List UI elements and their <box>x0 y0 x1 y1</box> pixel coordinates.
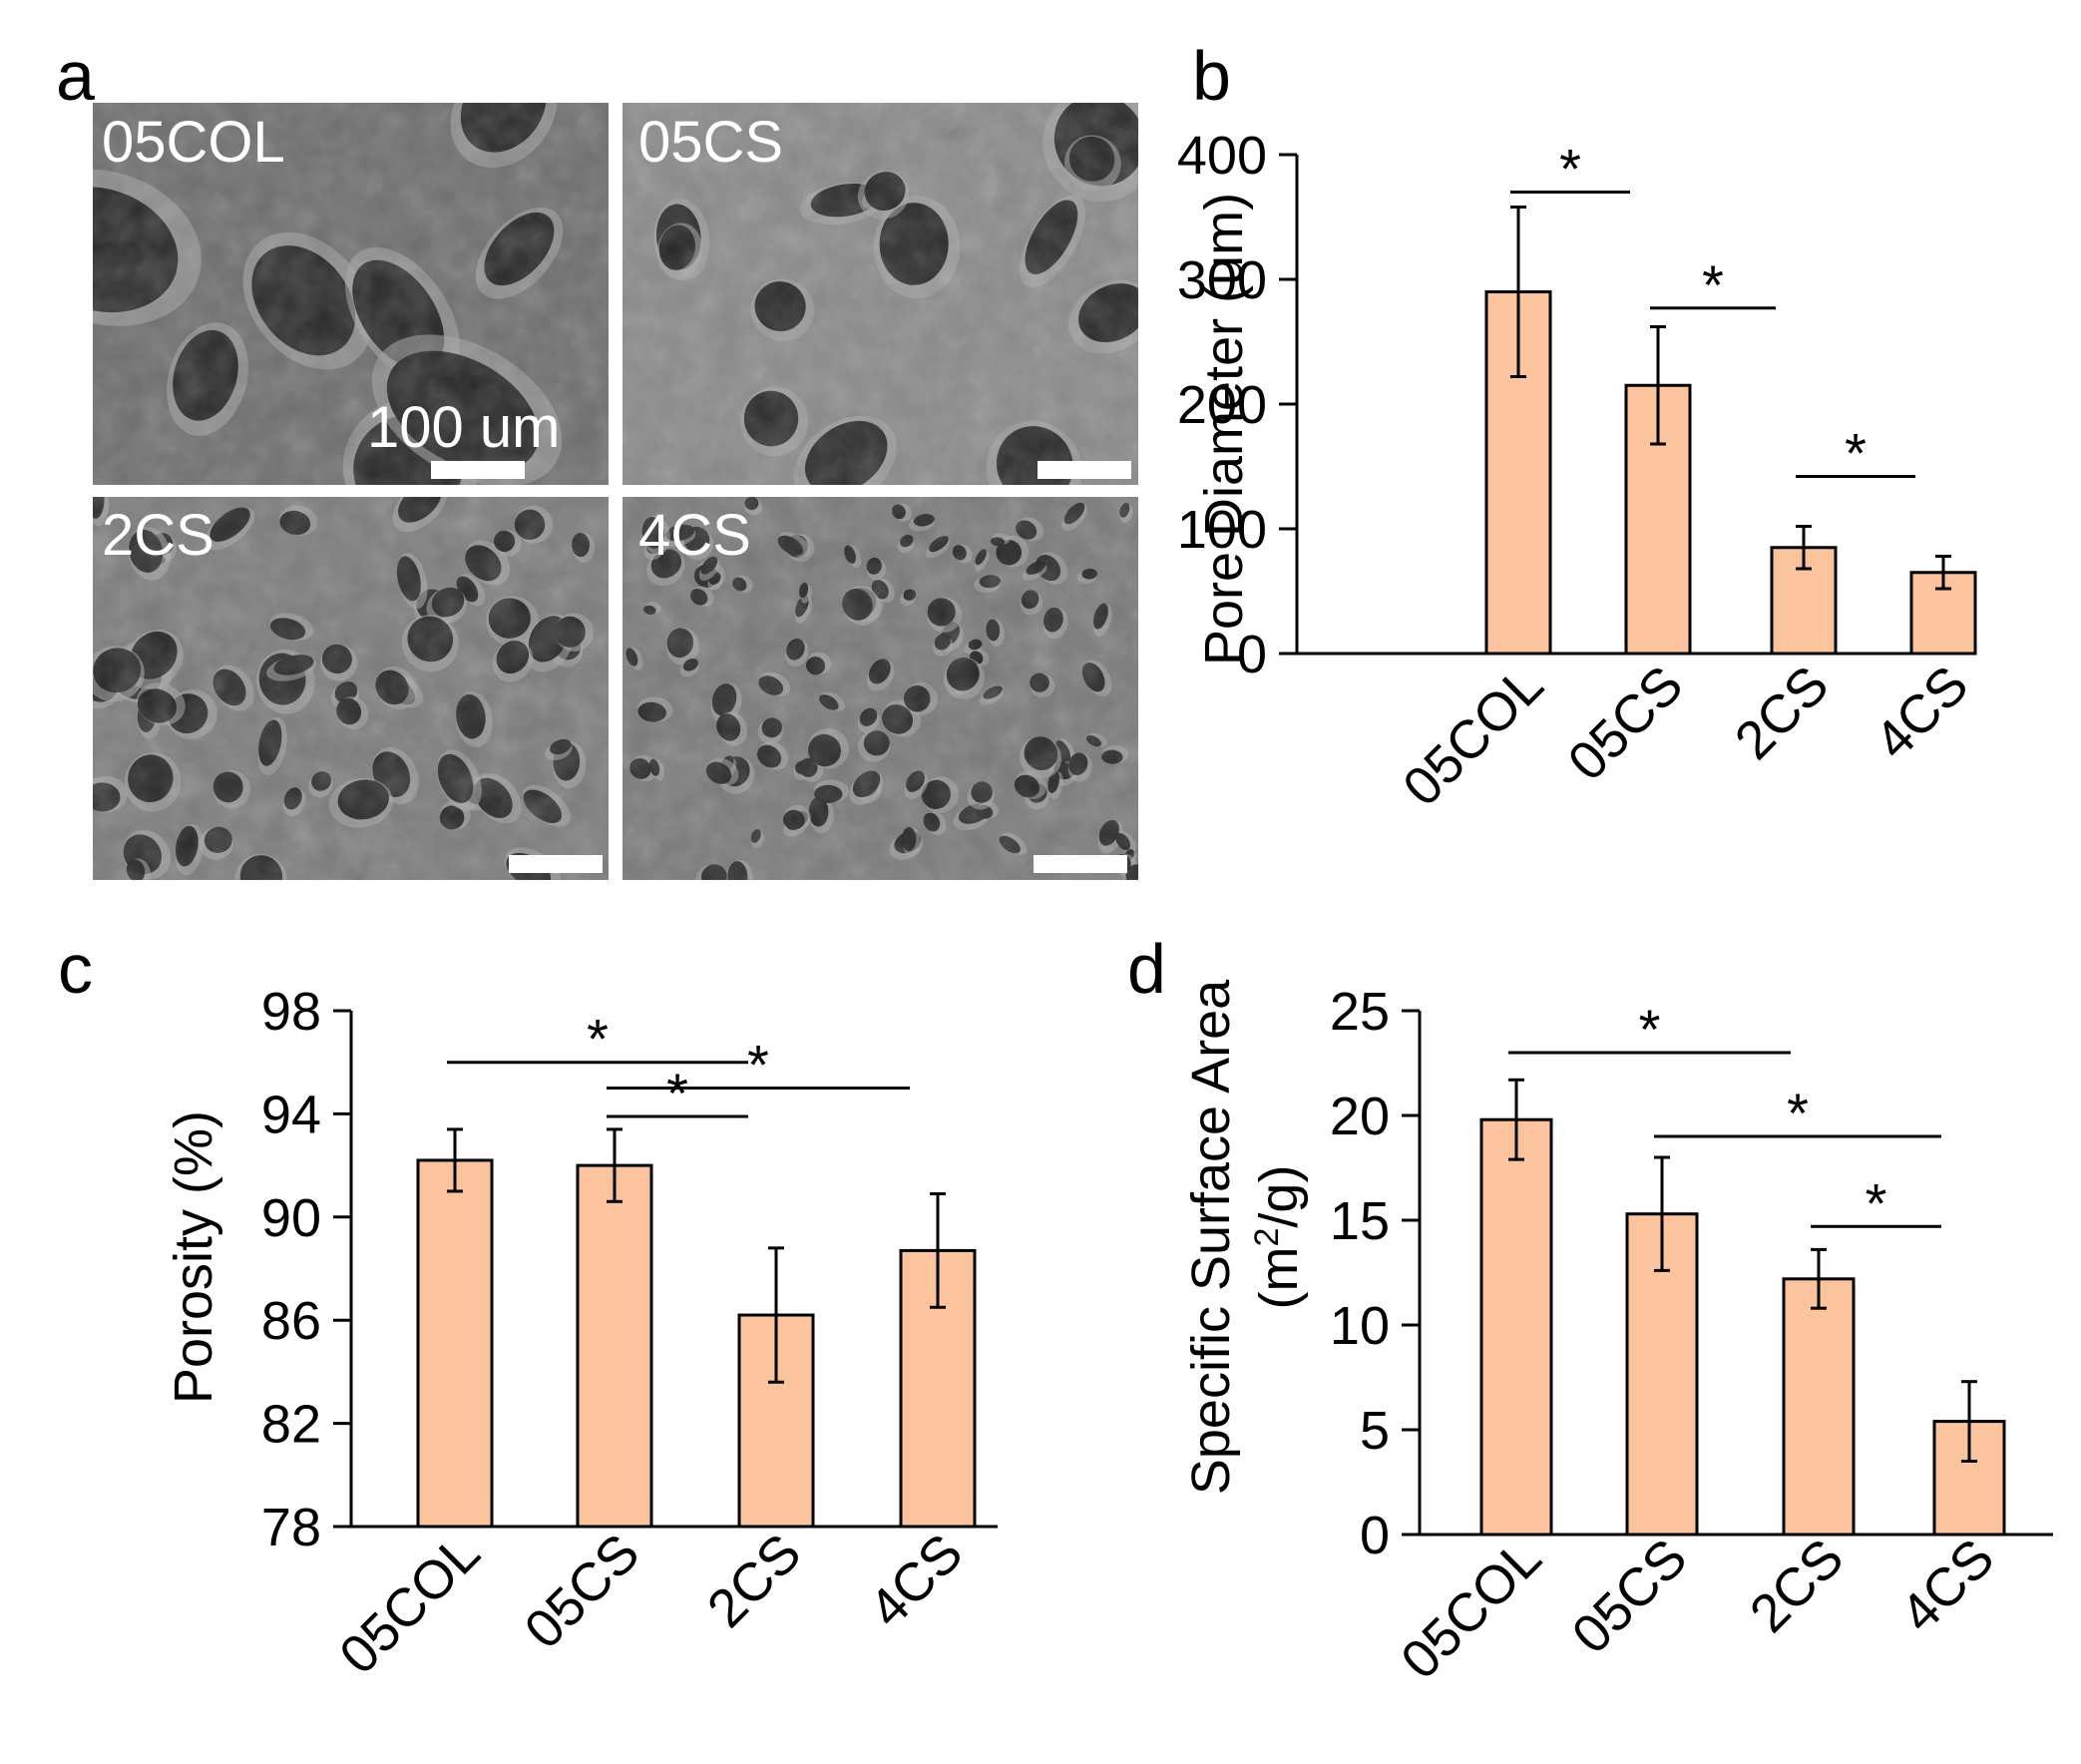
significance-star: * <box>1702 253 1724 316</box>
x-tick-label-05cs: 05CS <box>514 1523 651 1660</box>
scale-bar-text: 100 um <box>367 395 560 460</box>
y-tick-label: 10 <box>1330 1296 1390 1356</box>
y-tick-label: 400 <box>1177 126 1267 186</box>
y-axis-title-d-line2: (m2/g) <box>1248 1165 1309 1310</box>
significance-star: * <box>1787 1082 1809 1144</box>
bar-05col <box>1479 1117 1553 1537</box>
bar-4cs <box>1932 1420 2006 1537</box>
x-tick-label-05col: 05COL <box>1390 1528 1552 1690</box>
significance-star: * <box>1559 138 1581 201</box>
scale-bar-05col <box>431 461 525 479</box>
y-tick-label: 100 <box>1177 500 1267 560</box>
scale-bar-4cs <box>1034 855 1127 873</box>
y-tick-label: 20 <box>1330 1087 1390 1146</box>
y-axis-title-d-line2-pre: (m <box>1249 1246 1309 1309</box>
y-tick-label: 0 <box>1237 625 1267 684</box>
x-tick-label-05col: 05COL <box>1392 655 1554 817</box>
y-axis-title-d-line1: Specific Surface Area <box>1181 979 1241 1495</box>
y-tick-label: 86 <box>261 1291 321 1351</box>
y-tick-label: 90 <box>261 1188 321 1248</box>
y-axis-title-b: Pore Diameter (um) <box>1194 193 1254 665</box>
significance-star: * <box>1845 422 1867 485</box>
sem-label-05cs: 05CS <box>638 110 783 175</box>
sem-image-4cs <box>623 497 1138 880</box>
y-axis-title-d-line2-post: /g) <box>1249 1165 1309 1228</box>
sem-label-2cs: 2CS <box>102 503 214 568</box>
y-tick-label: 15 <box>1330 1191 1390 1251</box>
significance-star: * <box>587 1008 609 1071</box>
chart-specific-surface-area: d Specific Surface Area (m2/g) 0 5 10 15 20 2… <box>1127 930 2053 1690</box>
chart-pore-diameter: b Pore Diameter (um) 0 100 200 300 400 05COL 0… <box>1177 37 1980 817</box>
chart-porosity: c Porosity (%) 78 82 86 90 94 98 05COL 05CS 2CS 4… <box>58 930 998 1685</box>
x-tick-label-2cs: 2CS <box>1739 1528 1856 1644</box>
x-tick-label-05cs: 05CS <box>1557 655 1695 792</box>
x-tick-label-4cs: 4CS <box>858 1523 975 1639</box>
y-tick-label: 25 <box>1330 982 1390 1042</box>
sem-label-4cs: 4CS <box>638 503 751 568</box>
panel-b-letter: b <box>1192 37 1231 115</box>
y-tick-label: 200 <box>1177 375 1267 435</box>
y-tick-label: 82 <box>261 1395 321 1455</box>
x-tick-label-05col: 05COL <box>328 1523 491 1685</box>
x-tick-label-4cs: 4CS <box>1889 1528 2006 1644</box>
bar-2cs <box>1782 1277 1856 1537</box>
x-tick-label-05cs: 05CS <box>1561 1528 1699 1665</box>
y-axis-title-d-superscript: 2 <box>1248 1228 1286 1247</box>
bar-05col <box>416 1158 494 1529</box>
y-tick-label: 0 <box>1360 1506 1390 1565</box>
x-tick-label-4cs: 4CS <box>1864 655 1980 771</box>
panel-a-letter: a <box>56 37 95 115</box>
x-tick-label-2cs: 2CS <box>1724 655 1841 771</box>
y-tick-label: 300 <box>1177 250 1267 310</box>
panel-d-letter: d <box>1127 930 1166 1008</box>
significance-star: * <box>1639 998 1661 1061</box>
y-tick-label: 98 <box>261 982 321 1042</box>
x-tick-label-2cs: 2CS <box>696 1523 813 1639</box>
sem-label-05col: 05COL <box>102 110 285 175</box>
significance-star: * <box>747 1034 769 1097</box>
panel-a-micrographs: a 05COL 05CS 2CS 4CS 100 um <box>56 37 1138 880</box>
y-axis-title-c: Porosity (%) <box>164 1110 223 1404</box>
scale-bar-05cs <box>1038 461 1131 479</box>
sem-image-2cs <box>93 497 609 880</box>
significance-star: * <box>666 1062 688 1124</box>
y-tick-label: 5 <box>1360 1401 1390 1461</box>
sem-image-05cs <box>623 103 1138 485</box>
panel-c-letter: c <box>58 930 93 1008</box>
y-tick-label: 94 <box>261 1085 321 1144</box>
sem-image-05col <box>93 103 609 485</box>
scale-bar-2cs <box>509 855 603 873</box>
y-tick-label: 78 <box>261 1498 321 1557</box>
significance-star: * <box>1866 1171 1887 1234</box>
bar-05cs <box>576 1163 653 1529</box>
